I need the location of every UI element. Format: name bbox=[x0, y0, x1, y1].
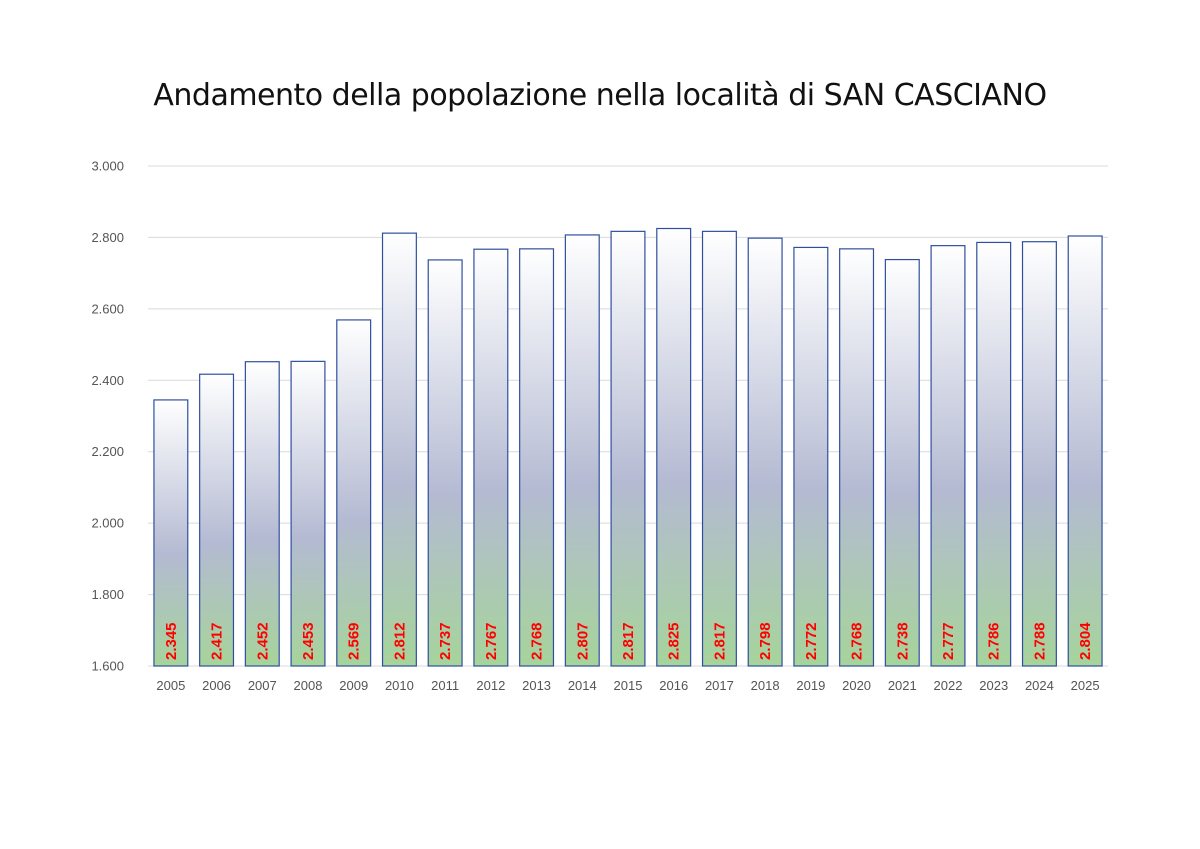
x-tick-label: 2006 bbox=[202, 678, 231, 693]
x-tick-label: 2025 bbox=[1071, 678, 1100, 693]
data-label: 2.452 bbox=[254, 622, 271, 660]
x-tick-label: 2008 bbox=[294, 678, 323, 693]
data-label: 2.417 bbox=[209, 622, 226, 660]
bar bbox=[1067, 235, 1103, 667]
data-label: 2.777 bbox=[940, 622, 957, 660]
y-tick-label: 1.800 bbox=[91, 587, 124, 602]
bar bbox=[1021, 241, 1057, 667]
bar bbox=[153, 399, 189, 667]
y-tick-label: 2.800 bbox=[91, 230, 124, 245]
bar bbox=[793, 246, 829, 667]
bar bbox=[610, 230, 646, 667]
x-tick-label: 2024 bbox=[1025, 678, 1054, 693]
bar bbox=[427, 259, 463, 667]
y-tick-label: 1.600 bbox=[91, 659, 124, 674]
x-tick-label: 2005 bbox=[156, 678, 185, 693]
data-label: 2.345 bbox=[163, 622, 180, 660]
x-tick-label: 2018 bbox=[751, 678, 780, 693]
bar bbox=[976, 241, 1012, 667]
x-tick-label: 2009 bbox=[339, 678, 368, 693]
y-tick-label: 2.400 bbox=[91, 373, 124, 388]
bar bbox=[564, 234, 600, 667]
x-axis: 2005 2006 2007 2008 2009 2010 2011 2012 2013 2014… bbox=[156, 678, 1099, 693]
bar bbox=[473, 248, 509, 667]
x-tick-label: 2022 bbox=[934, 678, 963, 693]
chart-title: Andamento della popolazione nella locali… bbox=[153, 78, 1047, 113]
x-tick-label: 2023 bbox=[979, 678, 1008, 693]
y-axis: 1.600 1.800 2.000 2.200 2.400 2.600 2.800 3.000 bbox=[91, 159, 124, 674]
data-label: 2.738 bbox=[894, 622, 911, 660]
bar bbox=[199, 373, 235, 667]
bar bbox=[381, 232, 417, 667]
x-tick-label: 2015 bbox=[614, 678, 643, 693]
x-tick-label: 2011 bbox=[431, 678, 459, 693]
y-tick-label: 2.000 bbox=[91, 516, 124, 531]
bars bbox=[153, 227, 1103, 667]
data-label: 2.768 bbox=[849, 622, 866, 660]
bar bbox=[336, 319, 372, 667]
data-label: 2.817 bbox=[620, 622, 637, 660]
data-label: 2.788 bbox=[1031, 622, 1048, 660]
data-label: 2.786 bbox=[986, 622, 1003, 660]
x-tick-label: 2010 bbox=[385, 678, 414, 693]
bar bbox=[930, 245, 966, 667]
bar bbox=[244, 361, 280, 667]
x-tick-label: 2019 bbox=[796, 678, 825, 693]
x-tick-label: 2021 bbox=[888, 678, 917, 693]
data-label: 2.737 bbox=[437, 622, 454, 660]
data-label: 2.798 bbox=[757, 622, 774, 660]
data-label: 2.569 bbox=[346, 622, 363, 660]
x-tick-label: 2007 bbox=[248, 678, 277, 693]
bar bbox=[839, 248, 875, 667]
data-label: 2.453 bbox=[300, 622, 317, 660]
data-label: 2.807 bbox=[574, 622, 591, 660]
x-tick-label: 2012 bbox=[476, 678, 505, 693]
x-tick-label: 2017 bbox=[705, 678, 734, 693]
bar bbox=[701, 230, 737, 667]
data-label: 2.812 bbox=[391, 622, 408, 660]
x-tick-label: 2020 bbox=[842, 678, 871, 693]
bar bbox=[884, 258, 920, 667]
bar bbox=[747, 237, 783, 667]
x-tick-label: 2014 bbox=[568, 678, 597, 693]
data-label: 2.817 bbox=[711, 622, 728, 660]
data-label: 2.825 bbox=[666, 622, 683, 660]
data-label: 2.772 bbox=[803, 622, 820, 660]
bar bbox=[519, 248, 555, 667]
y-tick-label: 2.600 bbox=[91, 301, 124, 316]
data-label: 2.767 bbox=[483, 622, 500, 660]
y-tick-label: 3.000 bbox=[91, 159, 124, 174]
bar bbox=[656, 227, 692, 667]
bar bbox=[290, 360, 326, 667]
x-tick-label: 2013 bbox=[522, 678, 551, 693]
data-label: 2.804 bbox=[1077, 622, 1094, 660]
data-label: 2.768 bbox=[529, 622, 546, 660]
data-labels: 2.345 2.417 2.452 2.453 2.569 2.812 2.737 2.767… bbox=[163, 622, 1094, 660]
y-tick-label: 2.200 bbox=[91, 444, 124, 459]
x-tick-label: 2016 bbox=[659, 678, 688, 693]
